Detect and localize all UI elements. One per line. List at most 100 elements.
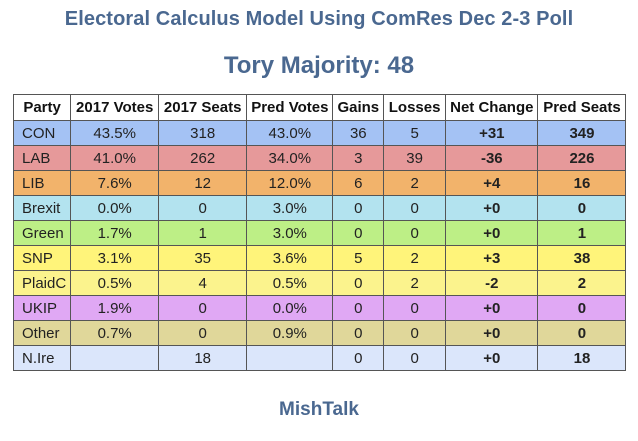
- cell-party: LIB: [12, 170, 72, 196]
- cell-party: UKIP: [12, 295, 72, 321]
- cell-gains: 0: [332, 320, 385, 346]
- cell-2017-votes: 3.1%: [70, 245, 160, 271]
- cell-2017-votes: 1.9%: [70, 295, 160, 321]
- cell-party: Green: [12, 220, 72, 246]
- table-row-brexit: Brexit 0.0% 0 3.0% 0 0 +0 0: [12, 195, 627, 221]
- cell-net-change: +0: [445, 295, 539, 321]
- cell-gains: 36: [332, 120, 385, 146]
- table-row-nire: N.Ire 18 0 0 +0 18: [12, 345, 627, 371]
- table-row-lib: LIB 7.6% 12 12.0% 6 2 +4 16: [12, 170, 627, 196]
- cell-gains: 0: [332, 345, 385, 371]
- table-row-green: Green 1.7% 1 3.0% 0 0 +0 1: [12, 220, 627, 246]
- header-losses: Losses: [383, 94, 447, 121]
- cell-party: Other: [12, 320, 72, 346]
- cell-party: N.Ire: [12, 345, 72, 371]
- cell-2017-votes: 7.6%: [70, 170, 160, 196]
- cell-pred-votes: [246, 345, 334, 371]
- chart-subtitle: Tory Majority: 48: [223, 52, 415, 79]
- cell-2017-seats: 262: [158, 145, 248, 171]
- cell-2017-votes: 41.0%: [70, 145, 160, 171]
- cell-2017-seats: 4: [158, 270, 248, 296]
- cell-gains: 6: [332, 170, 385, 196]
- cell-losses: 5: [383, 120, 447, 146]
- cell-gains: 0: [332, 220, 385, 246]
- header-pred-seats: Pred Seats: [537, 94, 627, 121]
- cell-pred-seats: 2: [537, 270, 627, 296]
- cell-pred-seats: 0: [537, 320, 627, 346]
- cell-pred-votes: 12.0%: [246, 170, 334, 196]
- cell-2017-seats: 18: [158, 345, 248, 371]
- table-row-plaidc: PlaidC 0.5% 4 0.5% 0 2 -2 2: [12, 270, 627, 296]
- cell-2017-votes: 0.7%: [70, 320, 160, 346]
- cell-pred-votes: 0.5%: [246, 270, 334, 296]
- cell-net-change: -36: [445, 145, 539, 171]
- cell-losses: 0: [383, 220, 447, 246]
- cell-gains: 3: [332, 145, 385, 171]
- table-row-other: Other 0.7% 0 0.9% 0 0 +0 0: [12, 320, 627, 346]
- cell-2017-votes: 0.5%: [70, 270, 160, 296]
- cell-pred-votes: 3.0%: [246, 195, 334, 221]
- cell-net-change: -2: [445, 270, 539, 296]
- cell-net-change: +0: [445, 195, 539, 221]
- cell-2017-seats: 1: [158, 220, 248, 246]
- cell-pred-seats: 0: [537, 295, 627, 321]
- cell-pred-seats: 0: [537, 195, 627, 221]
- table-row-ukip: UKIP 1.9% 0 0.0% 0 0 +0 0: [12, 295, 627, 321]
- cell-losses: 0: [383, 295, 447, 321]
- cell-net-change: +31: [445, 120, 539, 146]
- cell-party: SNP: [12, 245, 72, 271]
- cell-party: LAB: [12, 145, 72, 171]
- results-table: Party 2017 Votes 2017 Seats Pred Votes G…: [12, 94, 627, 371]
- cell-net-change: +0: [445, 345, 539, 371]
- cell-2017-seats: 0: [158, 195, 248, 221]
- chart-title: Electoral Calculus Model Using ComRes De…: [64, 8, 574, 30]
- cell-2017-seats: 12: [158, 170, 248, 196]
- cell-2017-seats: 0: [158, 320, 248, 346]
- cell-losses: 0: [383, 195, 447, 221]
- cell-pred-votes: 0.0%: [246, 295, 334, 321]
- cell-2017-seats: 318: [158, 120, 248, 146]
- header-2017-seats: 2017 Seats: [158, 94, 248, 121]
- cell-pred-votes: 43.0%: [246, 120, 334, 146]
- cell-net-change: +3: [445, 245, 539, 271]
- cell-2017-seats: 0: [158, 295, 248, 321]
- cell-losses: 2: [383, 270, 447, 296]
- cell-2017-votes: 1.7%: [70, 220, 160, 246]
- cell-pred-votes: 34.0%: [246, 145, 334, 171]
- cell-pred-seats: 226: [537, 145, 627, 171]
- cell-party: PlaidC: [12, 270, 72, 296]
- cell-pred-seats: 349: [537, 120, 627, 146]
- table-row-con: CON 43.5% 318 43.0% 36 5 +31 349: [12, 120, 627, 146]
- cell-pred-seats: 38: [537, 245, 627, 271]
- cell-party: Brexit: [12, 195, 72, 221]
- cell-losses: 2: [383, 170, 447, 196]
- cell-losses: 39: [383, 145, 447, 171]
- cell-losses: 0: [383, 345, 447, 371]
- cell-losses: 0: [383, 320, 447, 346]
- cell-2017-votes: 43.5%: [70, 120, 160, 146]
- cell-gains: 5: [332, 245, 385, 271]
- cell-pred-votes: 3.6%: [246, 245, 334, 271]
- cell-pred-seats: 16: [537, 170, 627, 196]
- cell-net-change: +0: [445, 320, 539, 346]
- cell-net-change: +4: [445, 170, 539, 196]
- cell-pred-seats: 1: [537, 220, 627, 246]
- header-pred-votes: Pred Votes: [246, 94, 334, 121]
- cell-2017-seats: 35: [158, 245, 248, 271]
- cell-pred-seats: 18: [537, 345, 627, 371]
- cell-gains: 0: [332, 295, 385, 321]
- table-row-snp: SNP 3.1% 35 3.6% 5 2 +3 38: [12, 245, 627, 271]
- cell-party: CON: [12, 120, 72, 146]
- cell-pred-votes: 0.9%: [246, 320, 334, 346]
- cell-2017-votes: [70, 345, 160, 371]
- header-2017-votes: 2017 Votes: [70, 94, 160, 121]
- table-row-lab: LAB 41.0% 262 34.0% 3 39 -36 226: [12, 145, 627, 171]
- cell-net-change: +0: [445, 220, 539, 246]
- header-gains: Gains: [332, 94, 385, 121]
- cell-pred-votes: 3.0%: [246, 220, 334, 246]
- cell-gains: 0: [332, 195, 385, 221]
- header-party: Party: [12, 94, 72, 121]
- footer-source: MishTalk: [279, 399, 359, 420]
- cell-2017-votes: 0.0%: [70, 195, 160, 221]
- header-row: Party 2017 Votes 2017 Seats Pred Votes G…: [12, 94, 627, 121]
